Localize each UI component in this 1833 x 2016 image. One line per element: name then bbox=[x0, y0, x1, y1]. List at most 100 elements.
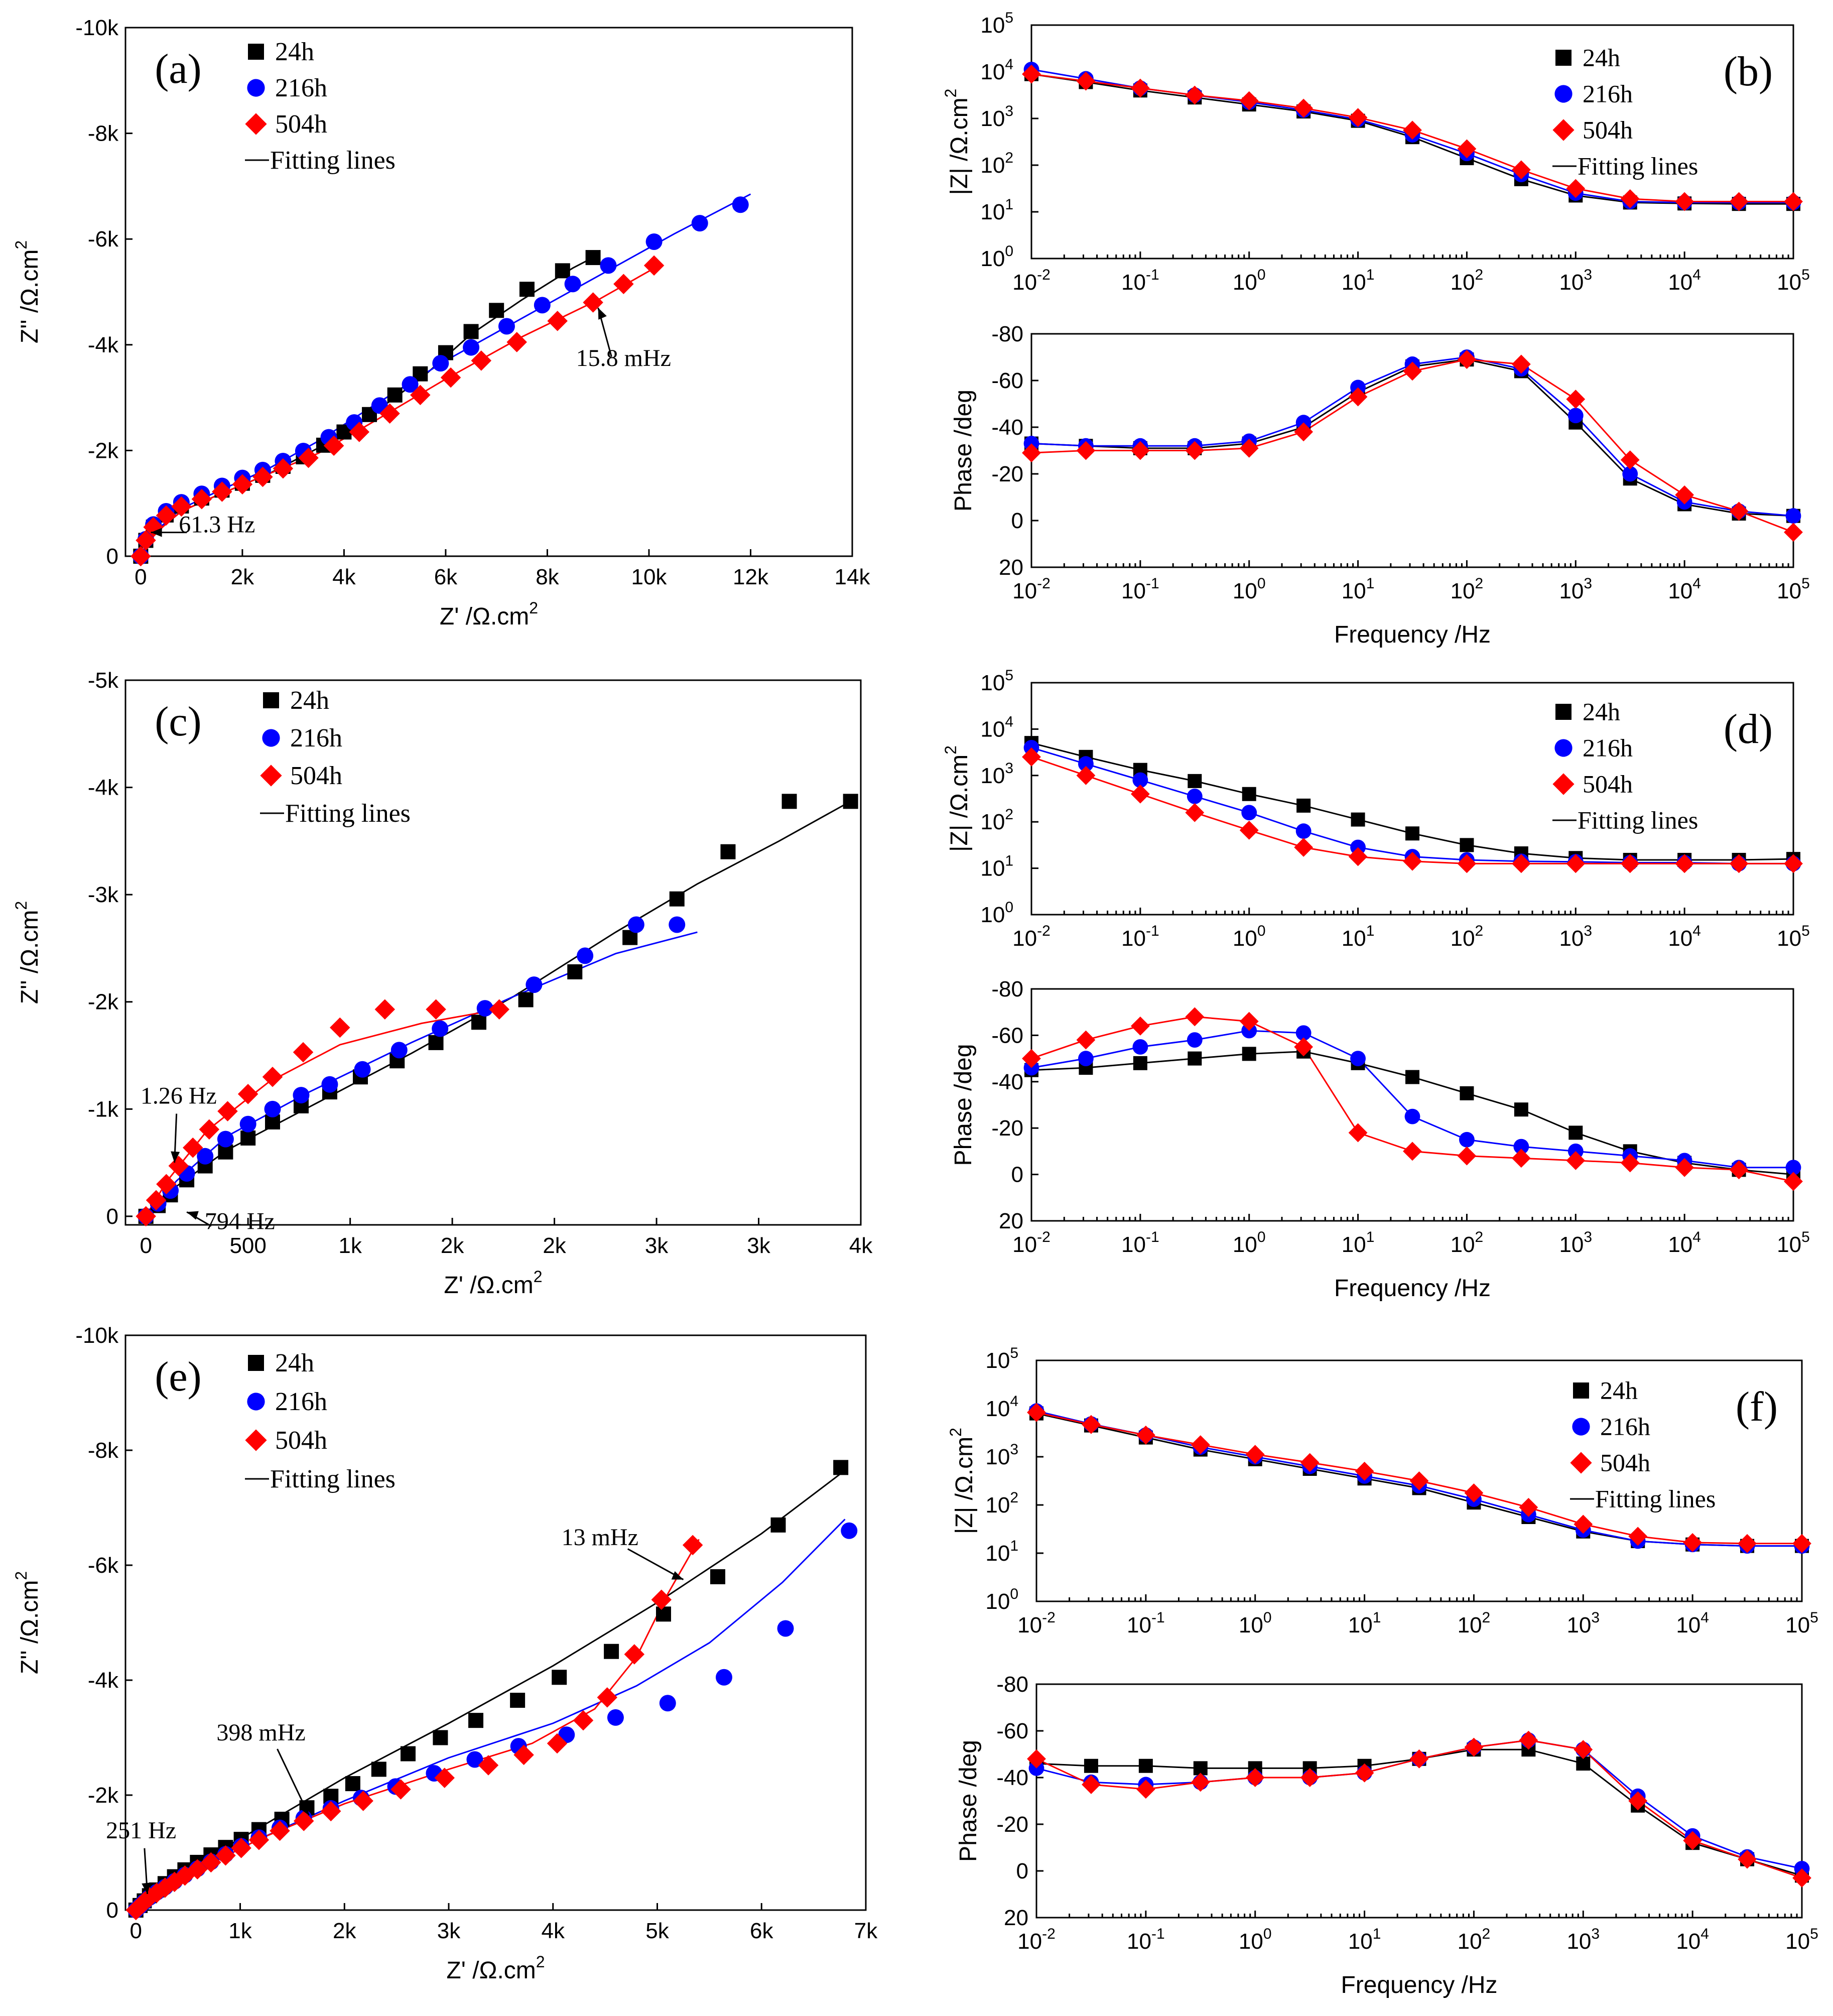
data-point-216h bbox=[466, 1751, 483, 1768]
data-point-504h bbox=[374, 999, 396, 1020]
y-tick-label: -10k bbox=[75, 16, 119, 40]
mag-point-504h bbox=[1076, 766, 1096, 785]
x-tick-label: 4k bbox=[542, 1919, 565, 1943]
data-point-216h bbox=[577, 947, 594, 964]
data-point-216h bbox=[659, 1695, 676, 1712]
data-point-24h bbox=[433, 1730, 448, 1745]
phase-point-504h bbox=[1729, 501, 1749, 521]
phase-y-axis-title: Phase /deg bbox=[950, 390, 977, 512]
phase-point-216h bbox=[1513, 1139, 1529, 1155]
data-point-24h bbox=[468, 1713, 484, 1728]
mag-point-504h bbox=[1729, 854, 1749, 873]
phase-point-504h bbox=[1566, 1151, 1586, 1170]
phase-point-216h bbox=[1078, 1051, 1094, 1067]
phase-point-216h bbox=[1622, 466, 1638, 482]
data-point-504h bbox=[643, 255, 665, 276]
panel-d-bode: 100 101 102 103 104 105 10-2 10-1 100 101 102 103 10… bbox=[942, 667, 1810, 1302]
phase-point-504h bbox=[1185, 1007, 1205, 1027]
mag-y-tick-label: 103 bbox=[980, 760, 1013, 788]
data-point-504h bbox=[330, 1017, 350, 1038]
legend-label-24h: 24h bbox=[1583, 698, 1620, 726]
x-tick-label: 10-1 bbox=[1121, 575, 1159, 603]
phase-point-216h bbox=[1295, 1025, 1312, 1041]
x-tick-label: 103 bbox=[1566, 1926, 1600, 1954]
data-point-24h bbox=[240, 1130, 256, 1146]
x-tick-label: 1k bbox=[338, 1233, 362, 1258]
x-tick-label: 10-1 bbox=[1121, 1229, 1159, 1257]
phase-y-tick-label: -20 bbox=[996, 1812, 1028, 1837]
x-tick-label: 100 bbox=[1233, 923, 1266, 951]
legend-label-fitting-lines: Fitting lines bbox=[270, 146, 396, 175]
y-tick-label: 0 bbox=[106, 1898, 118, 1923]
mag-y-tick-label: 100 bbox=[980, 899, 1013, 927]
legend-label-fitting-lines: Fitting lines bbox=[1578, 806, 1698, 834]
legend-label-216h: 216h bbox=[1583, 80, 1633, 108]
legend-label-216h: 216h bbox=[275, 1388, 327, 1416]
annotation-arrowhead bbox=[187, 1211, 199, 1220]
legend-label-504h: 504h bbox=[1600, 1449, 1650, 1477]
data-point-504h bbox=[390, 1779, 411, 1800]
x-tick-label: 10-2 bbox=[1017, 1926, 1056, 1954]
data-point-24h bbox=[781, 794, 797, 809]
mag-y-tick-label: 103 bbox=[980, 103, 1013, 131]
data-point-504h bbox=[489, 999, 509, 1020]
data-point-504h bbox=[513, 1744, 534, 1766]
mag-point-216h bbox=[1295, 823, 1312, 839]
legend-label-24h: 24h bbox=[1583, 44, 1620, 72]
mag-point-504h bbox=[1191, 1435, 1210, 1454]
legend-marker-504h bbox=[245, 1429, 267, 1451]
phase-point-504h bbox=[1675, 485, 1694, 505]
mag-point-216h bbox=[1241, 805, 1257, 821]
phase-y-tick-label: -60 bbox=[991, 1023, 1023, 1048]
mag-point-504h bbox=[1082, 1415, 1101, 1434]
y-tick-label: 0 bbox=[106, 544, 118, 569]
legend-marker-216h bbox=[247, 79, 265, 97]
mag-plot-frame bbox=[1035, 1359, 1803, 1602]
mag-y-axis-title: |Z| /Ω.cm2 bbox=[947, 1428, 978, 1534]
mag-y-tick-label: 105 bbox=[980, 667, 1013, 695]
mag-point-504h bbox=[1239, 820, 1259, 840]
y-tick-label: -8k bbox=[88, 121, 119, 146]
mag-y-tick-label: 104 bbox=[985, 1393, 1018, 1421]
legend-label-24h: 24h bbox=[290, 686, 329, 715]
x-tick-label: 104 bbox=[1668, 1229, 1701, 1257]
data-point-216h bbox=[239, 1115, 256, 1132]
x-tick-label: 10-1 bbox=[1121, 923, 1159, 951]
data-point-504h bbox=[201, 1852, 221, 1873]
data-point-216h bbox=[564, 276, 581, 293]
phase-point-504h bbox=[1675, 1158, 1694, 1177]
y-tick-label: -2k bbox=[88, 438, 119, 463]
mag-point-504h bbox=[1457, 139, 1477, 159]
x-tick-label: 0 bbox=[130, 1919, 142, 1943]
phase-point-504h bbox=[1355, 1763, 1374, 1783]
x-tick-label: 100 bbox=[1233, 1229, 1266, 1257]
phase-point-504h bbox=[1519, 1730, 1538, 1750]
annotation-arrowhead bbox=[299, 1803, 309, 1816]
x-tick-label: 0 bbox=[140, 1233, 152, 1258]
panel-f-bode: 100 101 102 103 104 105 10-2 10-1 100 101 102 103 10… bbox=[947, 1345, 1818, 1998]
phase-point-504h bbox=[1620, 450, 1640, 469]
data-point-504h bbox=[613, 274, 634, 294]
data-point-504h bbox=[293, 1042, 314, 1063]
legend-label-fitting-lines: Fitting lines bbox=[270, 1465, 396, 1493]
data-point-504h bbox=[168, 1156, 189, 1176]
plot-frame bbox=[124, 27, 853, 557]
phase-point-216h bbox=[1785, 508, 1801, 524]
data-point-216h bbox=[217, 1130, 234, 1148]
phase-y-tick-label: -80 bbox=[996, 1672, 1028, 1697]
x-tick-label: 101 bbox=[1348, 1926, 1381, 1954]
legend-label-504h: 504h bbox=[1583, 116, 1633, 144]
x-tick-label: 102 bbox=[1451, 575, 1484, 603]
x-tick-label: 102 bbox=[1451, 267, 1484, 295]
mag-point-504h bbox=[1784, 854, 1803, 873]
data-point-504h bbox=[130, 546, 151, 567]
data-point-24h bbox=[519, 282, 535, 297]
annotation-text: 251 Hz bbox=[106, 1817, 176, 1844]
mag-point-504h bbox=[1519, 1497, 1538, 1517]
legend-marker-216h bbox=[1554, 85, 1573, 103]
data-point-24h bbox=[555, 263, 570, 279]
phase-y-tick-label: 20 bbox=[999, 1209, 1023, 1233]
x-tick-label: 102 bbox=[1458, 1609, 1491, 1637]
legend-label-24h: 24h bbox=[275, 38, 314, 66]
annotation-arrowhead bbox=[598, 308, 607, 320]
